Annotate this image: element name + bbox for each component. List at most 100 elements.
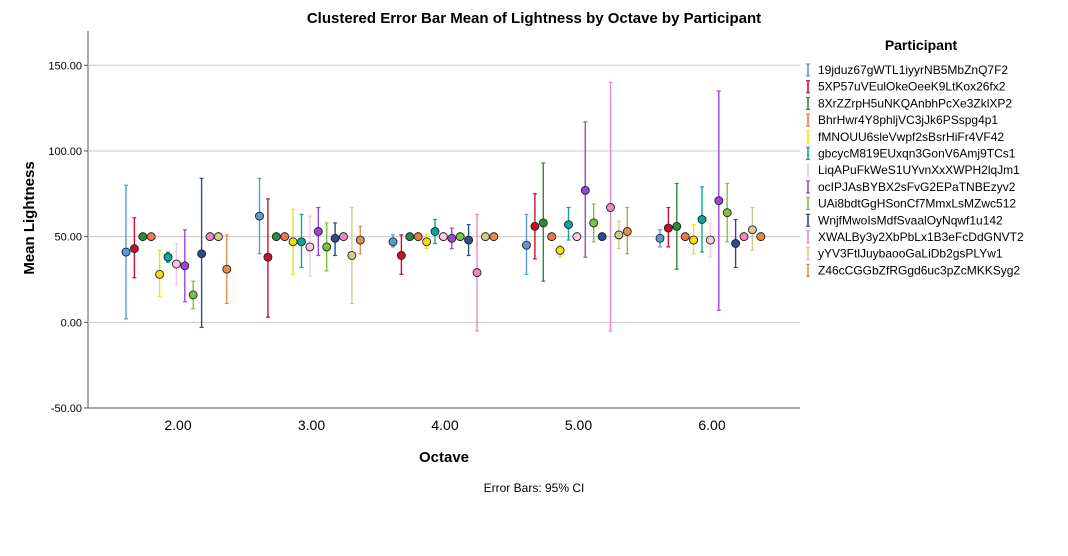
mean-marker [547,232,557,242]
gridlines [88,64,800,323]
error-bar-point [422,234,432,250]
mean-marker [739,232,749,242]
error-bar-point [447,227,457,250]
mean-marker [288,237,298,247]
mean-marker [522,240,531,250]
error-bar-point [271,232,281,242]
error-bar-point [714,90,724,311]
error-bar-point [480,232,490,242]
error-bar-point [663,206,673,248]
y-tick-label: 100.00 [48,146,82,158]
legend-item: BhrHwr4Y8phljVC3jJk6PSspg4p1 [806,113,998,127]
error-bar-point [347,206,357,305]
y-axis-ticks: -50.00 0.00 50.00 100.00 150.00 [48,60,88,415]
mean-marker [663,223,673,233]
legend-item: LiqAPuFkWeS1UYvnXxXWPH2lqJm1 [806,163,1020,177]
error-bar-point [622,206,632,255]
error-bar-point [547,232,557,242]
legend-item: ocIPJAsBYBX2sFvG2EPaTNBEzyv2 [806,180,1016,194]
error-bar-point [255,177,264,255]
legend-item: yYV3FtlJuybaooGaLiDb2gsPLYw1 [806,247,1003,261]
legend-item: gbcycM819EUxqn3GonV6Amj9TCs1 [806,147,1016,161]
legend-label: UAi8bdtGgHSonCf7MmxLsMZwc512 [818,197,1016,211]
error-bar-point [597,232,607,242]
mean-marker [680,232,690,242]
mean-marker [422,237,432,247]
error-bar-point [705,222,715,258]
mean-marker [714,196,724,206]
mean-marker [347,251,357,260]
legend-item: UAi8bdtGgHSonCf7MmxLsMZwc512 [806,197,1016,211]
mean-marker [480,232,490,242]
mean-marker [213,232,223,242]
error-bar-point [330,222,340,257]
error-bar-point [188,280,198,310]
error-bar-point [572,232,582,242]
mean-marker [305,242,315,252]
x-tick-label: 3.00 [298,417,325,433]
error-bar-point [171,242,181,286]
legend-label: fMNOUU6sleVwpf2sBsrHiFr4VF42 [818,130,1004,144]
legend-label: Z46cCGGbZfRGgd6uc3pZcMKKSyg2 [818,263,1020,277]
error-bar-point [747,206,757,251]
error-bar-point [430,218,440,245]
mean-marker [271,232,281,242]
mean-marker [297,237,306,247]
x-axis-title: Octave [419,449,469,466]
x-axis-ticks: 2.00 3.00 4.00 5.00 6.00 [164,417,725,433]
mean-marker [205,232,215,242]
mean-marker [689,235,699,245]
mean-marker [180,261,190,271]
mean-marker [138,232,148,242]
error-bar-point [305,215,315,277]
error-bar-point [263,198,273,318]
mean-marker [430,227,440,236]
chart-title: Clustered Error Bar Mean of Lightness by… [307,10,761,27]
error-bar-point [564,206,573,241]
mean-marker [489,232,499,242]
error-bar-point [138,232,148,242]
error-bar-point [464,224,474,257]
mean-marker [455,232,465,242]
mean-marker [756,232,766,242]
error-bar-point [413,232,423,242]
legend-label: ocIPJAsBYBX2sFvG2EPaTNBEzyv2 [818,180,1016,194]
error-bar-point [222,234,232,305]
error-bar-point [197,177,207,329]
x-tick-label: 5.00 [565,417,592,433]
mean-marker [413,232,423,242]
error-bar-point [756,232,766,242]
error-bar-note: Error Bars: 95% CI [484,481,585,495]
y-tick-label: -50.00 [51,403,82,415]
mean-marker [121,247,131,257]
mean-marker [263,252,273,262]
mean-marker [188,290,198,300]
error-bar-point [489,232,499,242]
mean-marker [339,232,348,242]
mean-marker [155,269,165,279]
error-bar-point [180,229,190,303]
legend-item: 19jduz67gWTL1iyyrNB5MbZnQ7F2 [806,63,1008,77]
error-bar-point [655,229,665,248]
error-bar-point [522,213,531,275]
error-bar-point [731,218,741,269]
error-bar-point [129,217,139,279]
legend-item: 8XrZZrpH5uNKQAnbhPcXe3ZklXP2 [806,96,1012,110]
mean-marker [530,221,540,231]
x-tick-label: 2.00 [164,417,191,433]
mean-marker [197,249,207,259]
legend-label: 19jduz67gWTL1iyyrNB5MbZnQ7F2 [818,63,1008,77]
mean-marker [472,268,482,278]
legend-label: BhrHwr4Y8phljVC3jJk6PSspg4p1 [818,113,998,127]
error-bar-point [580,121,590,258]
error-bar-marks [121,81,766,332]
mean-marker [580,185,590,195]
mean-marker [747,225,757,235]
legend-label: 8XrZZrpH5uNKQAnbhPcXe3ZklXP2 [818,96,1012,110]
error-bar-point [213,232,223,242]
error-bar-point [614,220,624,250]
mean-marker [697,215,707,224]
mean-marker [438,232,448,242]
mean-marker [622,227,632,236]
mean-marker [146,232,156,242]
